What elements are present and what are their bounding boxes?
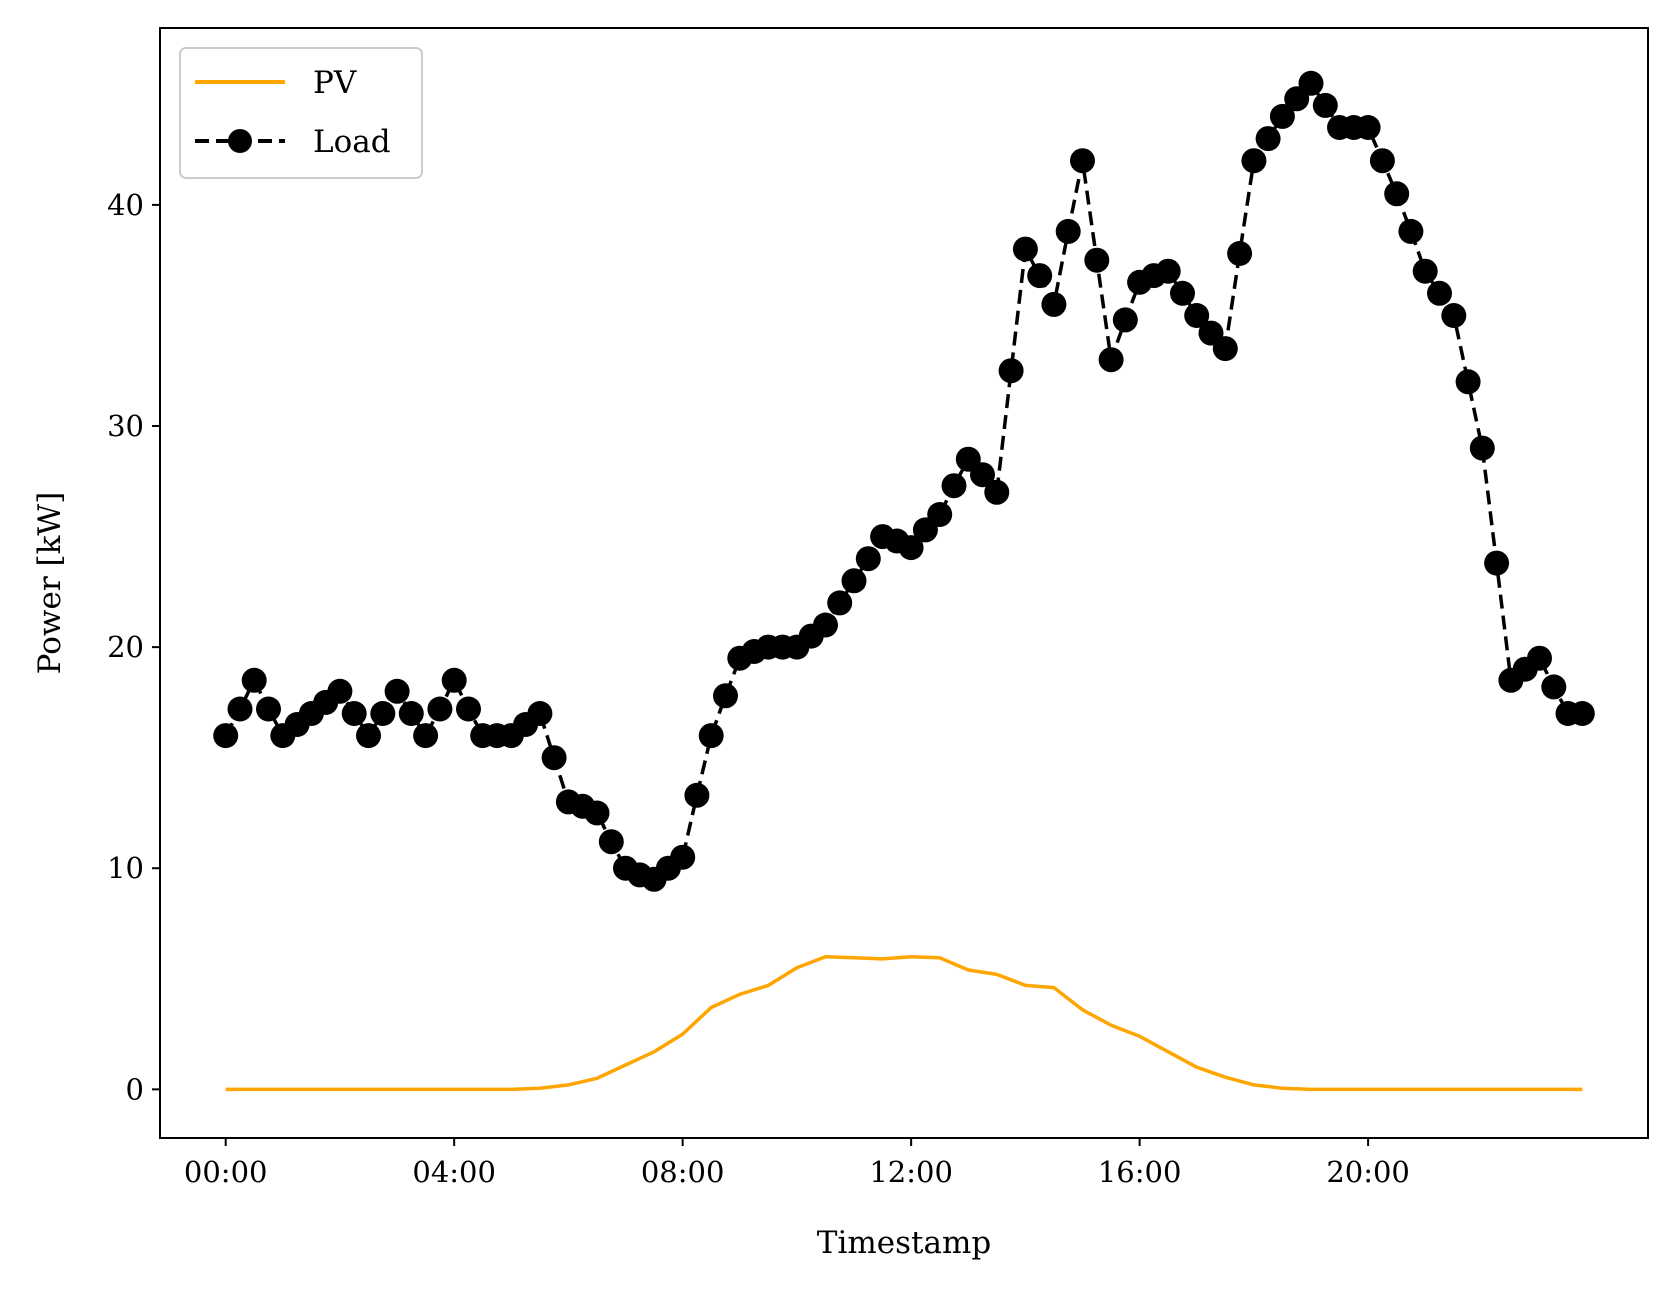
series-load-point [827,590,853,616]
y-tick-label: 30 [107,409,144,443]
series-load-point [1527,645,1552,671]
series-load-point [1241,148,1267,174]
y-tick-label: 20 [107,630,144,664]
series-load-point [541,745,567,771]
series-load-point [1155,258,1181,284]
series-load-point [1255,126,1281,152]
series-load-point [1441,303,1467,328]
x-tick-label: 16:00 [1098,1155,1182,1189]
series-load-point [1098,347,1124,373]
series-load-point [1212,336,1238,362]
series-load-point [1541,674,1567,700]
series-load-point [1484,550,1510,576]
x-axis: 00:00 04:00 08:00 12:00 16:00 20:00 [184,1138,1410,1189]
series-load-point [898,535,924,561]
series-load-point [841,568,867,594]
series-load-point [441,667,467,693]
y-tick-label: 0 [126,1072,144,1106]
series-load-point [698,723,724,749]
legend-load-marker [228,129,252,153]
series-load-point [1455,369,1481,395]
series-load-point [984,479,1010,505]
series-load-point [327,678,353,704]
series-load-point [670,844,696,870]
plot-area [213,70,1595,1092]
series-load-point [1469,435,1495,461]
series-load-point [1170,280,1195,306]
series-load-point [1369,148,1395,174]
series-load-point [1227,241,1253,266]
y-axis-label: Power [kW] [32,492,68,675]
series-load-point [413,723,439,749]
series-load-point [1055,218,1081,244]
x-tick-label: 04:00 [412,1155,496,1189]
series-load-point [1384,181,1410,207]
x-tick-label: 00:00 [184,1155,268,1189]
series-load-point [970,462,995,488]
series-load-point [855,546,881,572]
series-load-point [1398,218,1424,244]
x-tick-label: 20:00 [1326,1155,1410,1189]
series-load-point [941,473,967,499]
plot-frame [159,27,1649,1139]
series-load-point [998,358,1024,384]
x-tick-label: 08:00 [641,1155,725,1189]
series-load-point [684,782,710,808]
series-load-point [241,667,267,693]
x-tick-label: 12:00 [869,1155,953,1189]
series-load-point [398,701,424,726]
x-axis-label: Timestamp [817,1225,991,1261]
series-load-point [1298,70,1324,96]
series-load-point [584,800,610,826]
series-load-point [227,696,253,722]
series-load-point [1269,103,1295,129]
series-load-point [1070,148,1095,174]
y-axis: 0 10 20 30 40 [107,188,160,1106]
series-load-point [456,696,481,722]
series-load-point [341,701,367,726]
series-load-point [1427,280,1452,306]
series-load-point [1041,291,1067,317]
legend: PV Load [179,47,423,179]
series-load-point [356,723,381,749]
series-load-point [1012,236,1038,262]
series-load-point [1084,247,1110,273]
series-load-point [370,701,396,726]
series-pv-line [225,954,1583,1092]
series-load-point [927,502,953,527]
legend-load-label: Load [313,124,391,160]
series-load-point [813,612,838,638]
y-tick-label: 40 [107,188,144,222]
series-load-point [1569,701,1595,726]
series-load-point [1184,303,1210,328]
legend-pv-label: PV [313,65,357,101]
series-load-point [598,829,624,855]
series-load-point [527,701,553,726]
series-load-point [713,683,738,709]
series-load-point [256,696,281,722]
series-load-point [427,696,453,722]
series-load-point [1412,258,1438,284]
y-tick-label: 10 [107,851,144,885]
series-load-point [1027,263,1053,289]
series-load-point [213,723,239,749]
series-load-point [384,678,410,704]
series-load-point [1355,115,1381,140]
series-load-point [1112,307,1138,333]
series-load-point [1312,92,1338,118]
